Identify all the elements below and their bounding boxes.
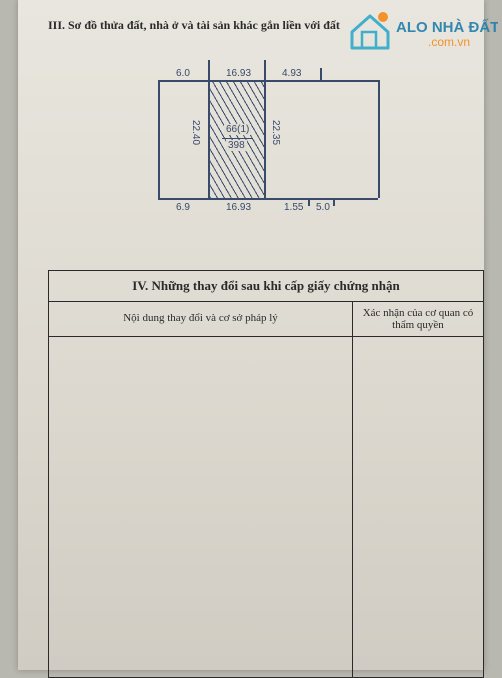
parcel-hatched-area [208,80,264,198]
document-paper: III. Sơ đồ thửa đất, nhà ở và tài sản kh… [18,0,484,670]
dim-bottom-2: 16.93 [226,202,251,213]
diagram-line [158,80,160,198]
table-col2-header: Xác nhận của cơ quan có thẩm quyền [353,302,483,336]
section-4-table: IV. Những thay đổi sau khi cấp giấy chứn… [48,270,484,678]
diagram-line [378,80,380,198]
alonhadat-logo-icon: ALO NHÀ ĐẤT .com.vn [348,10,498,52]
dim-bottom-4: 5.0 [316,202,330,213]
watermark-logo: ALO NHÀ ĐẤT .com.vn [348,10,498,57]
diagram-line [308,198,310,206]
diagram-line [158,198,378,200]
diagram-line [208,60,210,80]
table-col1-header: Nội dung thay đổi và cơ sở pháp lý [49,302,353,336]
dim-top-3: 4.93 [282,68,301,79]
parcel-label-top: 66(1) [224,124,251,135]
section-4-title: IV. Những thay đổi sau khi cấp giấy chứn… [49,271,483,302]
parcel-label-bottom: 398 [226,140,247,151]
dim-bottom-1: 6.9 [176,202,190,213]
section-3-title: III. Sơ đồ thửa đất, nhà ở và tài sản kh… [48,18,340,33]
table-header-row: Nội dung thay đổi và cơ sở pháp lý Xác n… [49,302,483,337]
diagram-line [333,198,335,206]
dim-bottom-3: 1.55 [284,202,303,213]
dim-mid-vert: 22.35 [270,120,281,145]
dim-top-2: 16.93 [226,68,251,79]
table-body [49,337,483,677]
diagram-line [208,80,210,198]
table-body-col1 [49,337,353,677]
diagram-line [264,60,266,80]
diagram-line [320,68,322,80]
table-body-col2 [353,337,483,677]
dim-top-1: 6.0 [176,68,190,79]
dim-left-vert: 22.40 [190,120,201,145]
diagram-line [222,138,252,139]
logo-sub-text: .com.vn [428,35,470,49]
diagram-line [264,80,266,198]
logo-main-text: ALO NHÀ ĐẤT [396,19,498,36]
land-parcel-diagram: 6.0 16.93 4.93 6.9 16.93 1.55 5.0 22.40 … [148,50,388,220]
diagram-line [158,80,378,82]
